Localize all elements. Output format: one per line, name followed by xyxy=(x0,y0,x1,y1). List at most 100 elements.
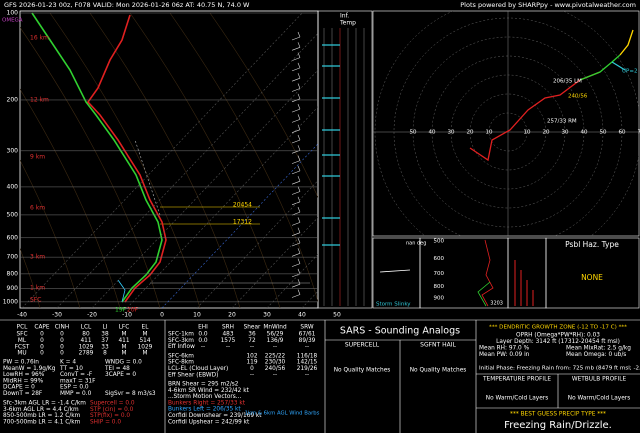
decoration xyxy=(291,47,301,51)
index-cell: SigSvr = 8 m3/s3 xyxy=(105,391,156,397)
decoration xyxy=(297,196,301,202)
index-cell: LowRH = 96% xyxy=(3,372,45,378)
index-cell: MidRH = 99% xyxy=(3,378,44,384)
height-label: 9 km xyxy=(30,154,45,161)
decoration xyxy=(297,73,301,79)
pressure-label: 900 xyxy=(7,285,19,292)
kin-cell: 230/30 xyxy=(265,360,286,366)
pressure-label: 800 xyxy=(7,270,19,277)
kin-row-label: Eff Shear (EBWD) xyxy=(168,372,218,378)
hazard-frame xyxy=(545,237,640,309)
sars-header: SGFNT HAIL xyxy=(420,342,456,349)
temp-label: 10 xyxy=(193,312,201,319)
dgz-title: *** DENDRITIC GROWTH ZONE (-12 TO -17 C)… xyxy=(489,325,627,331)
height-label: 12 km xyxy=(30,97,49,104)
kin-cell: 89/39 xyxy=(299,338,316,344)
decoration xyxy=(89,12,241,308)
decoration xyxy=(86,14,167,303)
hodo-point: 257/33 RM xyxy=(547,119,577,125)
lapse-cell: 700-500mb LR = 4.1 C/km xyxy=(3,419,81,425)
kin-line: Corfidi Upshear = 242/99 kt xyxy=(168,419,250,425)
parcel-cell: 8 xyxy=(103,351,107,357)
parcel-cell: 0 xyxy=(40,332,44,338)
decoration xyxy=(291,242,301,247)
ring-label: 30 xyxy=(448,130,455,136)
kin-line: Bunkers Left = 206/35 kt xyxy=(168,407,241,413)
height-label: 6 km xyxy=(30,205,45,212)
parcel-cell: 411 xyxy=(118,338,129,344)
sars-title: SARS - Sounding Analogs xyxy=(340,326,460,337)
decoration xyxy=(297,145,301,151)
dgz-level: 17312 xyxy=(233,219,252,226)
barbs-label: 1km & 6km AGL Wind Barbs xyxy=(245,411,320,417)
omega-label: OMEGA xyxy=(2,18,23,24)
parcel-cell: 0 xyxy=(60,338,64,344)
decoration xyxy=(297,114,301,120)
ring-label: 20 xyxy=(467,130,474,136)
kin-cell: 0.0 xyxy=(198,332,208,338)
decoration xyxy=(481,239,494,307)
decoration xyxy=(297,31,301,38)
dgz-phase: Initial Phase: Freezing Rain from: 725 m… xyxy=(479,366,640,372)
guess-value: Freezing Rain/Drizzle. xyxy=(504,420,612,431)
decoration xyxy=(117,279,126,303)
pressure-label: 700 xyxy=(7,254,19,261)
ring-label: 10 xyxy=(524,130,531,136)
hazard-title: Psbl Haz. Type xyxy=(565,240,619,249)
kin-header: MnWind xyxy=(263,325,287,331)
dgz-level: 20454 xyxy=(233,202,252,209)
lapse-cell: STP (cin) = 0.0 xyxy=(90,407,134,413)
decoration xyxy=(579,54,621,81)
temp-label: -30 xyxy=(52,312,62,319)
decorations xyxy=(20,11,639,308)
decoration xyxy=(291,273,301,278)
decoration xyxy=(619,29,634,56)
kin-cell: 116/18 xyxy=(297,353,318,359)
kin-cell: -- xyxy=(305,344,309,350)
decoration xyxy=(297,83,301,89)
kin-cell: -- xyxy=(250,344,254,350)
decoration xyxy=(291,98,301,103)
kin-row-label: SFC-3km xyxy=(168,338,194,344)
index-cell: DCAPE = 0 xyxy=(3,385,35,391)
parcel-header: CINH xyxy=(55,325,69,331)
ring-label: 10 xyxy=(486,130,493,136)
decoration xyxy=(297,52,301,58)
decoration xyxy=(291,283,301,288)
decoration xyxy=(297,248,301,254)
kin-row-label: SFC-6km xyxy=(168,353,194,359)
decoration xyxy=(291,67,301,72)
kin-line: 4-6km SR Wind = 232/42 kt xyxy=(168,388,250,394)
decoration xyxy=(291,294,301,298)
decoration xyxy=(291,211,301,216)
decoration xyxy=(134,139,161,216)
index-cell: MMP = 0.0 xyxy=(60,391,92,397)
decoration xyxy=(291,77,301,82)
decoration xyxy=(291,160,301,164)
kin-header: EHI xyxy=(198,325,208,331)
parcel-cell: ML xyxy=(18,338,27,344)
index-cell: WNDG = 0.0 xyxy=(105,360,142,366)
kin-line: Bunkers Right = 257/33 kt xyxy=(168,400,246,406)
kin-header: Shear xyxy=(244,325,261,331)
ring-label: 40 xyxy=(581,130,588,136)
dgz-line: Layer Depth: 3142 ft (17312-20454 ft msl… xyxy=(496,339,620,345)
parcel-header: EL xyxy=(142,325,150,331)
kin-cell: 142/15 xyxy=(297,360,318,366)
parcel-cell: M xyxy=(121,344,126,350)
decoration xyxy=(477,281,491,307)
kin-cell: -- xyxy=(250,372,254,378)
parcel-header: LCL xyxy=(81,325,92,331)
decoration xyxy=(297,258,301,264)
decoration xyxy=(297,268,301,275)
decoration xyxy=(297,134,301,141)
dgz-pair: Mean MixRat: 2.5 g/kg xyxy=(566,346,631,352)
parcel-cell: 0 xyxy=(40,338,44,344)
parcel-cell: M xyxy=(121,332,126,338)
decoration xyxy=(291,263,301,267)
hodograph-frame xyxy=(372,10,640,237)
temp-label: 20 xyxy=(228,312,236,319)
